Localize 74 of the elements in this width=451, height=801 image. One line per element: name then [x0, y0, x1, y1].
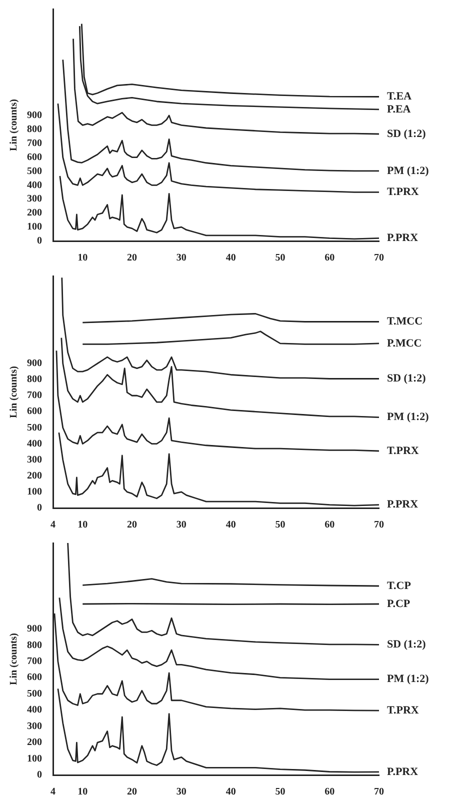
- y-tick-label: 700: [27, 656, 42, 668]
- y-tick-label: 600: [27, 406, 42, 418]
- y-tick-label: 700: [27, 390, 42, 402]
- y-tick-label: 400: [27, 438, 42, 450]
- series-label: T.PRX: [387, 704, 419, 716]
- y-axis-title: Lin (counts): [8, 99, 20, 151]
- series-label: T.CP: [387, 580, 412, 592]
- x-tick-label: 70: [374, 786, 384, 798]
- y-axis-title: Lin (counts): [8, 366, 20, 418]
- y-tick-label: 600: [27, 672, 42, 684]
- x-tick-label: 30: [176, 252, 186, 264]
- x-tick-label: 70: [374, 252, 384, 264]
- y-tick-label: 300: [27, 454, 42, 466]
- y-tick-label: 300: [27, 720, 42, 732]
- y-tick-label: 500: [27, 166, 42, 177]
- y-tick-label: 0: [37, 770, 42, 781]
- series-label: P.CP: [387, 598, 410, 610]
- y-tick-label: 900: [27, 110, 42, 122]
- y-tick-label: 400: [27, 180, 42, 191]
- series-label: P.EA: [387, 103, 411, 116]
- y-axis-title: Lin (counts): [8, 633, 20, 685]
- x-tick-label: 10: [78, 520, 88, 531]
- x-tick-label: 20: [127, 252, 138, 264]
- x-tick-label: 20: [127, 786, 138, 798]
- x-tick-label: 4: [50, 520, 56, 531]
- y-tick-label: 0: [37, 502, 42, 514]
- series-label: PM (1:2): [387, 411, 430, 424]
- y-tick-label: 100: [27, 753, 42, 764]
- x-tick-label: 30: [176, 786, 186, 798]
- series-label: SD (1:2): [387, 128, 426, 140]
- series-label: SD (1:2): [387, 372, 426, 385]
- y-tick-label: 100: [27, 222, 42, 233]
- x-tick-label: 30: [176, 520, 186, 531]
- y-tick-label: 900: [27, 624, 42, 635]
- y-tick-label: 800: [27, 374, 42, 386]
- y-tick-label: 0: [37, 236, 42, 247]
- x-tick-label: 40: [226, 252, 236, 264]
- y-tick-label: 700: [27, 138, 42, 149]
- x-tick-label: 50: [275, 520, 286, 531]
- y-tick-label: 600: [27, 152, 42, 163]
- x-tick-label: 10: [78, 786, 88, 798]
- series-label: T.PRX: [387, 186, 419, 198]
- series-label: T.EA: [387, 90, 412, 103]
- series-label: P.PRX: [387, 232, 418, 244]
- y-tick-label: 500: [27, 422, 42, 434]
- y-tick-label: 400: [27, 704, 42, 716]
- y-tick-label: 100: [27, 486, 42, 498]
- x-tick-label: 60: [324, 520, 335, 531]
- x-tick-label: 4: [50, 786, 56, 798]
- series-label: P.MCC: [387, 337, 422, 350]
- y-tick-label: 200: [27, 737, 42, 748]
- x-tick-label: 50: [275, 786, 286, 798]
- y-tick-label: 800: [27, 124, 42, 135]
- x-tick-label: 70: [374, 520, 384, 531]
- x-tick-label: 60: [324, 252, 335, 264]
- series-label: PM (1:2): [387, 673, 430, 686]
- x-tick-label: 20: [127, 520, 138, 531]
- x-tick-label: 40: [226, 520, 236, 531]
- y-tick-label: 200: [27, 208, 42, 219]
- series-label: P.PRX: [387, 498, 418, 511]
- series-label: P.PRX: [387, 766, 418, 778]
- series-label: PM (1:2): [387, 164, 430, 177]
- series-label: T.PRX: [387, 444, 419, 457]
- series-label: T.MCC: [387, 316, 423, 328]
- x-tick-label: 50: [275, 252, 286, 264]
- y-tick-label: 500: [27, 688, 42, 700]
- y-tick-label: 300: [27, 194, 42, 205]
- x-tick-label: 60: [324, 786, 335, 798]
- y-tick-label: 200: [27, 470, 42, 482]
- x-tick-label: 40: [226, 786, 236, 798]
- y-tick-label: 800: [27, 640, 42, 651]
- y-tick-label: 900: [27, 358, 42, 370]
- series-label: SD (1:2): [387, 638, 426, 651]
- x-tick-label: 10: [78, 252, 88, 264]
